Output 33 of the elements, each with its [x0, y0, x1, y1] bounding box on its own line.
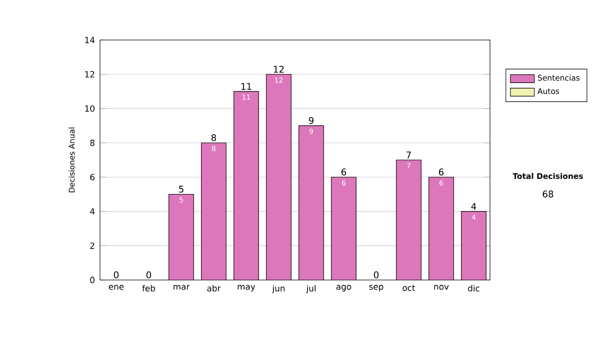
- x-tick-label: dic: [468, 284, 480, 292]
- x-tick-label: abr: [207, 284, 221, 292]
- x-tick-label: ago: [336, 284, 352, 292]
- x-tick-label: oct: [402, 284, 416, 291]
- x-tick-label: may: [238, 284, 256, 292]
- total-label: 0: [374, 271, 379, 278]
- total-label: 12: [274, 66, 284, 73]
- total-label: 5: [179, 186, 184, 193]
- total-label: 9: [308, 117, 314, 124]
- total-label: 7: [406, 152, 411, 158]
- x-tick-label: nov: [434, 284, 449, 290]
- y-tick-label: 4: [90, 208, 95, 214]
- x-tick-label: sep: [369, 284, 384, 292]
- y-tick-label: 2: [90, 242, 94, 249]
- total-label: 0: [146, 271, 152, 278]
- total-label: 6: [438, 168, 444, 176]
- y-tick-label: 14: [85, 36, 95, 44]
- text: 68: [542, 190, 554, 198]
- x-tick-label: jun: [272, 284, 285, 294]
- x-tick-label: jul: [306, 284, 316, 294]
- total-label: 8: [211, 134, 216, 142]
- total-label: 4: [471, 203, 476, 210]
- total-label: 0: [114, 271, 119, 278]
- y-tick-label: 8: [90, 140, 94, 146]
- y-tick-label: 10: [85, 105, 94, 112]
- y-tick-label: 12: [85, 71, 94, 78]
- x-tick-label: mar: [174, 284, 190, 290]
- y-tick-label: 0: [90, 276, 94, 284]
- total-label: 11: [241, 83, 252, 90]
- total-label: 6: [341, 168, 346, 176]
- y-tick-label: 6: [90, 174, 95, 180]
- x-tick-label: ene: [108, 284, 124, 290]
- x-tick-label: feb: [142, 284, 156, 292]
